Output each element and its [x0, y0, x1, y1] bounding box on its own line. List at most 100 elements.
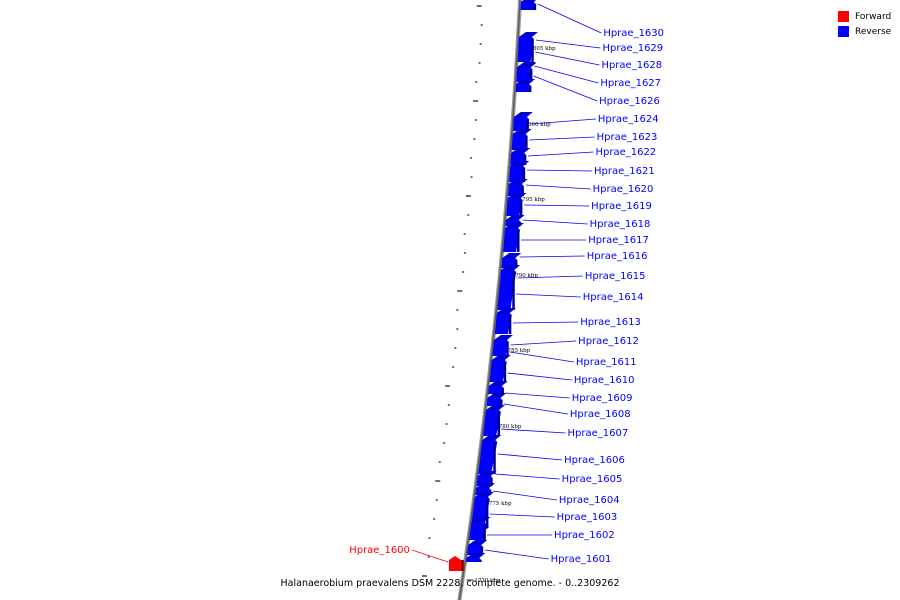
gene-arrow-head[interactable] — [502, 253, 522, 258]
gene-label[interactable]: Hprae_1624 — [598, 114, 659, 125]
gene-arrow-body[interactable] — [467, 545, 484, 555]
gene-arrow-head[interactable] — [487, 393, 507, 398]
gene-label[interactable]: Hprae_1613 — [580, 317, 641, 328]
gene-label[interactable]: Hprae_1607 — [568, 428, 629, 439]
gene-feature[interactable] — [511, 129, 532, 150]
gene-arrow-head[interactable] — [517, 63, 537, 68]
gene-feature[interactable] — [494, 308, 516, 334]
gene-arrow-body[interactable] — [483, 410, 501, 436]
gene-label[interactable]: Hprae_1628 — [601, 60, 662, 71]
gene-arrow-body[interactable] — [503, 228, 521, 252]
gene-arrow-body[interactable] — [497, 270, 517, 310]
gene-label[interactable]: Hprae_1602 — [554, 530, 615, 541]
gene-label[interactable]: Hprae_1617 — [588, 235, 649, 246]
gene-feature[interactable] — [486, 393, 507, 406]
gene-arrow-body[interactable] — [512, 117, 529, 131]
gene-label[interactable]: Hprae_1605 — [562, 474, 623, 485]
gene-arrow-head[interactable] — [505, 223, 525, 228]
gene-arrow-head[interactable] — [496, 308, 516, 313]
gene-feature[interactable] — [520, 0, 539, 10]
gene-arrow-body[interactable] — [506, 198, 523, 216]
gene-label[interactable]: Hprae_1618 — [590, 219, 651, 230]
gene-feature[interactable] — [516, 63, 537, 82]
gene-arrow-body[interactable] — [448, 556, 461, 571]
gene-arrow-head[interactable] — [485, 405, 505, 410]
gene-label[interactable]: Hprae_1609 — [572, 393, 633, 404]
gene-label[interactable]: Hprae_1603 — [557, 512, 618, 523]
gene-arrow-body[interactable] — [494, 313, 512, 334]
gene-arrow-head[interactable] — [491, 355, 511, 360]
gene-arrow-body[interactable] — [509, 166, 526, 182]
gene-feature[interactable] — [448, 556, 464, 571]
gene-arrow-head[interactable] — [474, 492, 494, 497]
gene-label[interactable]: Hprae_1601 — [551, 554, 612, 565]
gene-arrow-body[interactable] — [516, 68, 533, 82]
gene-feature[interactable] — [517, 32, 538, 62]
gene-arrow-body[interactable] — [488, 386, 504, 394]
gene-arrow-head[interactable] — [471, 517, 491, 522]
gene-label[interactable]: Hprae_1610 — [574, 375, 635, 386]
gene-feature[interactable] — [509, 161, 530, 182]
gene-arrow-head[interactable] — [505, 215, 525, 220]
gene-arrow-body[interactable] — [511, 134, 528, 150]
gene-arrow-body[interactable] — [486, 398, 503, 406]
gene-arrow-head[interactable] — [511, 148, 531, 153]
gene-feature[interactable] — [483, 405, 505, 436]
gene-feature[interactable] — [515, 79, 536, 92]
gene-arrow-head[interactable] — [512, 129, 532, 134]
gene-label[interactable]: Hprae_1614 — [583, 292, 644, 303]
gene-label[interactable]: Hprae_1616 — [587, 251, 648, 262]
gene-arrow-body[interactable] — [517, 37, 534, 62]
gene-label[interactable]: Hprae_1623 — [597, 132, 658, 143]
gene-feature[interactable] — [492, 335, 513, 356]
gene-label[interactable]: Hprae_1627 — [600, 78, 661, 89]
gene-arrow-head[interactable] — [476, 483, 496, 488]
gene-feature[interactable] — [506, 193, 527, 216]
gene-arrow-head[interactable] — [501, 265, 521, 270]
gene-feature[interactable] — [466, 553, 486, 562]
gene-label[interactable]: Hprae_1620 — [593, 184, 654, 195]
gene-arrow-body[interactable] — [478, 440, 498, 474]
gene-label[interactable]: Hprae_1629 — [602, 43, 663, 54]
gene-label[interactable]: Hprae_1621 — [594, 166, 655, 177]
gene-arrow-head[interactable] — [477, 471, 497, 476]
gene-feature[interactable] — [497, 265, 521, 310]
gene-arrow-body[interactable] — [520, 2, 536, 10]
gene-feature[interactable] — [488, 381, 508, 394]
gene-arrow-head[interactable] — [482, 435, 502, 440]
gene-label[interactable]: Hprae_1600 — [349, 545, 410, 556]
gene-label[interactable]: Hprae_1615 — [585, 271, 646, 282]
gene-arrow-head[interactable] — [468, 540, 488, 545]
gene-feature[interactable] — [469, 517, 491, 540]
gene-label[interactable]: Hprae_1622 — [596, 147, 657, 158]
gene-arrow-head[interactable] — [513, 112, 533, 117]
gene-label[interactable]: Hprae_1611 — [576, 357, 637, 368]
gene-label[interactable]: Hprae_1604 — [559, 495, 620, 506]
gene-arrow-head[interactable] — [516, 79, 536, 84]
gene-arrow-head[interactable] — [493, 335, 513, 340]
gene-label[interactable]: Hprae_1606 — [564, 455, 625, 466]
gene-feature[interactable] — [467, 540, 488, 555]
gene-label[interactable]: Hprae_1608 — [570, 409, 631, 420]
gene-feature[interactable] — [478, 435, 502, 474]
gene-arrow-head[interactable] — [520, 0, 540, 2]
gene-arrow-body[interactable] — [515, 84, 532, 92]
gene-arrow-head[interactable] — [488, 381, 508, 386]
gene-arrow-head[interactable] — [466, 553, 486, 558]
gene-feature[interactable] — [476, 471, 497, 486]
gene-label[interactable]: Hprae_1612 — [578, 336, 639, 347]
gene-feature[interactable] — [512, 112, 533, 131]
gene-arrow-head[interactable] — [507, 193, 527, 198]
gene-arrow-head[interactable] — [510, 161, 530, 166]
gene-feature[interactable] — [489, 355, 511, 382]
gene-arrow-body[interactable] — [489, 360, 507, 382]
gene-arrow-body[interactable] — [469, 522, 487, 540]
gene-arrow-body[interactable] — [466, 558, 482, 562]
gene-label[interactable]: Hprae_1626 — [599, 96, 660, 107]
gene-label[interactable]: Hprae_1619 — [591, 201, 652, 212]
gene-feature[interactable] — [503, 223, 525, 252]
gene-arrow-head[interactable] — [518, 32, 538, 37]
gene-arrow-head[interactable] — [508, 179, 528, 184]
gene-arrow-body[interactable] — [492, 340, 509, 356]
gene-label[interactable]: Hprae_1630 — [603, 28, 664, 39]
